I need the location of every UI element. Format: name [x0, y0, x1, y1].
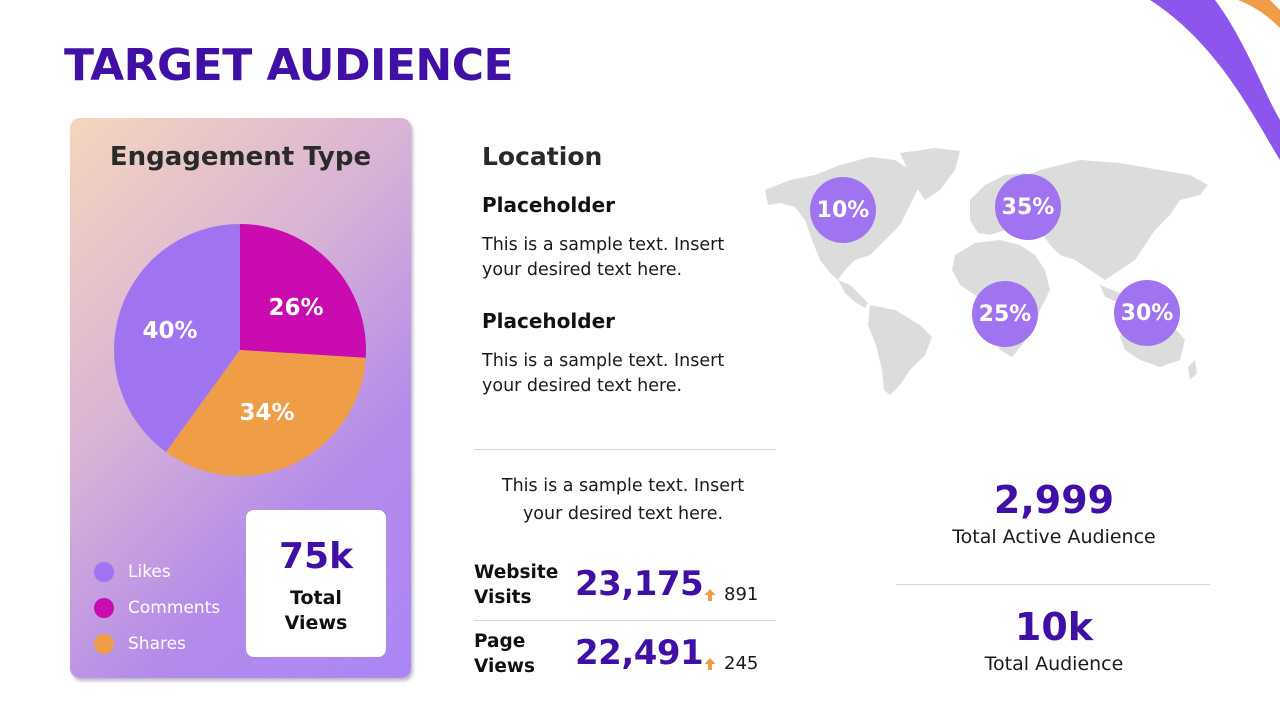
engagement-legend: Likes Comments Shares: [94, 554, 220, 662]
divider: [474, 620, 776, 621]
map-bubble-africa: 25%: [972, 281, 1038, 347]
stat-row-website-visits: Website Visits 23,175 891: [474, 560, 776, 616]
arrow-up-icon: [704, 657, 716, 670]
divider: [896, 584, 1210, 585]
pie-slice-shares[interactable]: [165, 350, 366, 476]
location-item-text: This is a sample text. Insert your desir…: [482, 233, 762, 283]
stat-value: 22,491: [575, 633, 704, 673]
legend-label: Shares: [128, 634, 186, 654]
pie-label-shares: 34%: [239, 400, 295, 426]
kpi-label: Total Active Audience: [952, 526, 1156, 548]
text-line: your desired text here.: [482, 376, 683, 396]
kpi-label: Total Audience: [984, 653, 1124, 675]
stat-label-line1: Page: [474, 631, 526, 652]
kpi-value: 10k: [1014, 605, 1094, 649]
stat-value: 23,175: [575, 564, 704, 604]
text-line: your desired text here.: [482, 260, 683, 280]
map-bubble-north-america: 10%: [810, 177, 876, 243]
stat-label-line2: Views: [474, 656, 535, 677]
stat-delta-value: 891: [724, 584, 759, 605]
total-views-value: 75k: [278, 536, 354, 577]
location-item-title: Placeholder: [482, 309, 616, 333]
legend-item-comments: Comments: [94, 590, 220, 626]
stat-label: Page Views: [474, 629, 535, 679]
shares-dot-icon: [94, 634, 114, 654]
engagement-card: Engagement Type 40% 26% 34% Likes Commen…: [70, 118, 411, 678]
page-title: TARGET AUDIENCE: [64, 40, 514, 91]
decorative-swoosh: [1150, 0, 1280, 160]
total-views-box: 75k Total Views: [246, 510, 386, 657]
engagement-title: Engagement Type: [109, 142, 372, 172]
kpi-value: 2,999: [993, 478, 1115, 522]
arrow-up-icon: [704, 588, 716, 601]
text-line: This is a sample text. Insert: [501, 476, 745, 496]
comments-dot-icon: [94, 598, 114, 618]
stat-row-page-views: Page Views 22,491 245: [474, 629, 776, 685]
legend-label: Comments: [128, 598, 221, 618]
kpi-total-audience: 10k Total Audience: [896, 605, 1212, 675]
total-views-label-line1: Total: [290, 587, 342, 609]
location-item-title: Placeholder: [482, 193, 616, 217]
pie-slice-likes[interactable]: [114, 224, 240, 452]
stat-label-line1: Website: [474, 562, 559, 583]
stat-delta-value: 245: [724, 653, 759, 674]
world-map: 10% 35% 25% 30%: [760, 145, 1210, 400]
map-bubble-europe: 35%: [995, 174, 1061, 240]
divider: [474, 449, 776, 450]
legend-item-likes: Likes: [94, 554, 220, 590]
summary-text: This is a sample text. Insert your desir…: [474, 472, 772, 528]
map-bubble-asia-pacific: 30%: [1114, 280, 1180, 346]
kpi-total-active-audience: 2,999 Total Active Audience: [896, 478, 1212, 548]
pie-slice-comments[interactable]: [240, 224, 366, 358]
location-heading: Location: [482, 142, 603, 171]
stat-delta: 891: [704, 584, 758, 605]
text-line: This is a sample text. Insert: [482, 351, 725, 371]
stat-label-line2: Visits: [474, 587, 532, 608]
likes-dot-icon: [94, 562, 114, 582]
pie-label-likes: 40%: [142, 318, 198, 344]
location-item-text: This is a sample text. Insert your desir…: [482, 349, 762, 399]
text-line: This is a sample text. Insert: [482, 235, 725, 255]
legend-item-shares: Shares: [94, 626, 220, 662]
pie-label-comments: 26%: [268, 295, 324, 321]
engagement-pie-chart: 40% 26% 34%: [114, 224, 366, 476]
total-views-label-line2: Views: [284, 612, 348, 634]
location-section: Location Placeholder This is a sample te…: [482, 142, 762, 399]
stat-label: Website Visits: [474, 560, 558, 610]
stat-delta: 245: [704, 653, 758, 674]
text-line: your desired text here.: [522, 504, 724, 524]
total-views-label: Total Views: [246, 586, 386, 636]
legend-label: Likes: [128, 562, 171, 582]
